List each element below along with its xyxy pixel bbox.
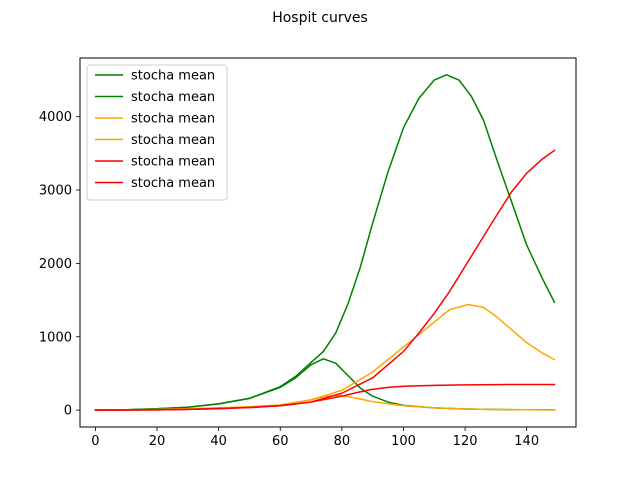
x-tick-label: 100 xyxy=(391,434,416,449)
y-tick-label: 2000 xyxy=(39,257,72,272)
series-line-6 xyxy=(94,383,556,411)
legend-box xyxy=(86,64,228,201)
legend-label-2: stocha mean xyxy=(131,90,215,105)
x-tick-label: 20 xyxy=(149,434,166,449)
x-axis: 0 20 40 60 80 100 120 140 xyxy=(91,427,539,449)
legend-label-1: stocha mean xyxy=(131,69,215,84)
legend: stocha mean stocha mean stocha mean stocha … xyxy=(86,64,228,201)
x-tick-label: 140 xyxy=(514,434,539,449)
x-tick-label: 120 xyxy=(453,434,478,449)
x-tick-label: 60 xyxy=(272,434,289,449)
y-axis: 0 1000 2000 3000 4000 xyxy=(39,110,80,419)
y-tick-label: 0 xyxy=(64,404,72,419)
series-layer xyxy=(94,74,556,411)
x-tick-label: 0 xyxy=(91,434,99,449)
legend-label-3: stocha mean xyxy=(131,112,215,127)
legend-label-6: stocha mean xyxy=(131,176,215,191)
legend-label-4: stocha mean xyxy=(131,133,215,148)
x-tick-label: 40 xyxy=(210,434,227,449)
legend-label-5: stocha mean xyxy=(131,155,215,170)
chart-title: Hospit curves xyxy=(272,10,368,26)
y-tick-label: 4000 xyxy=(39,110,72,125)
y-tick-label: 3000 xyxy=(39,184,72,199)
x-tick-label: 80 xyxy=(334,434,351,449)
y-tick-label: 1000 xyxy=(39,330,72,345)
